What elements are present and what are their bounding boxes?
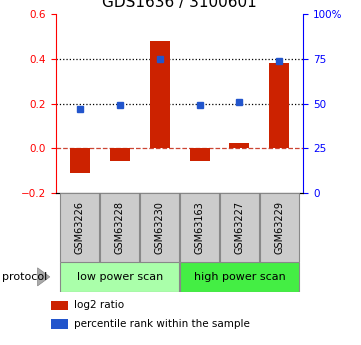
Bar — [140, 193, 179, 262]
Title: GDS1636 / 3100601: GDS1636 / 3100601 — [102, 0, 257, 10]
Bar — [260, 193, 299, 262]
Bar — [51, 301, 68, 310]
Text: high power scan: high power scan — [193, 272, 285, 282]
Bar — [190, 148, 209, 161]
Bar — [180, 262, 299, 292]
Bar — [60, 193, 99, 262]
Bar — [110, 148, 130, 161]
Text: GSM63230: GSM63230 — [155, 201, 165, 254]
Polygon shape — [38, 268, 50, 286]
Text: low power scan: low power scan — [77, 272, 163, 282]
Text: percentile rank within the sample: percentile rank within the sample — [74, 319, 250, 329]
Bar — [150, 41, 170, 148]
Text: protocol: protocol — [2, 272, 47, 282]
Bar — [269, 63, 289, 148]
Bar — [51, 319, 68, 328]
Bar — [180, 193, 219, 262]
Bar — [70, 148, 90, 173]
Bar — [230, 143, 249, 148]
Text: GSM63229: GSM63229 — [274, 201, 284, 254]
Text: GSM63226: GSM63226 — [75, 201, 85, 254]
Bar — [100, 193, 139, 262]
Text: GSM63163: GSM63163 — [195, 201, 205, 254]
Text: GSM63227: GSM63227 — [234, 201, 244, 254]
Text: GSM63228: GSM63228 — [115, 201, 125, 254]
Text: log2 ratio: log2 ratio — [74, 300, 124, 310]
Bar — [60, 262, 179, 292]
Bar — [220, 193, 259, 262]
